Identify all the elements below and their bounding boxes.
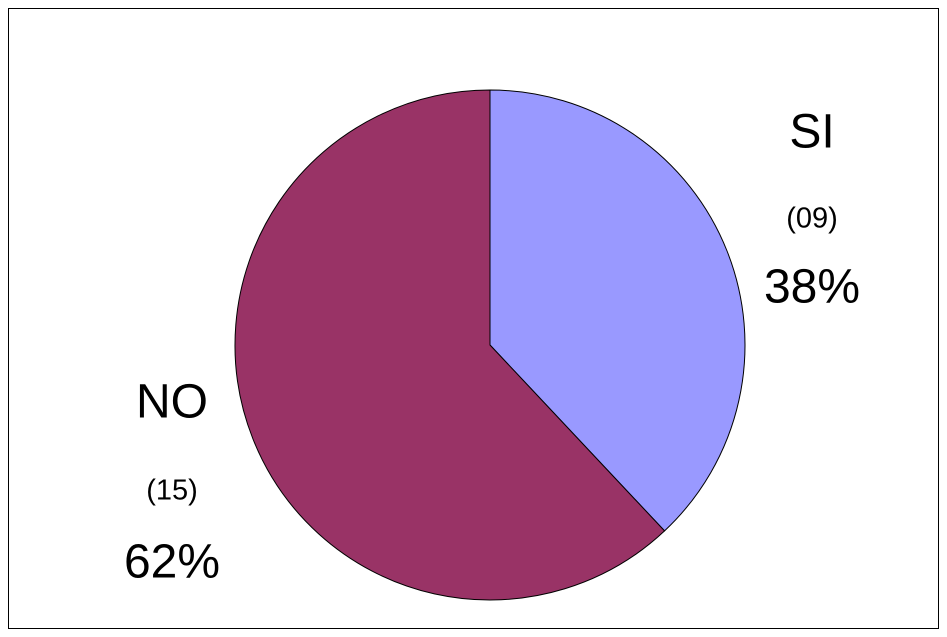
count-label: (15) (146, 475, 198, 507)
category-label: NO (136, 376, 208, 429)
count-label: (09) (786, 203, 838, 235)
category-label: SI (789, 106, 834, 159)
pie-slice (489, 89, 746, 532)
value-label: 38% (764, 261, 860, 314)
value-label: 62% (124, 536, 220, 589)
pie-slice (234, 89, 666, 601)
